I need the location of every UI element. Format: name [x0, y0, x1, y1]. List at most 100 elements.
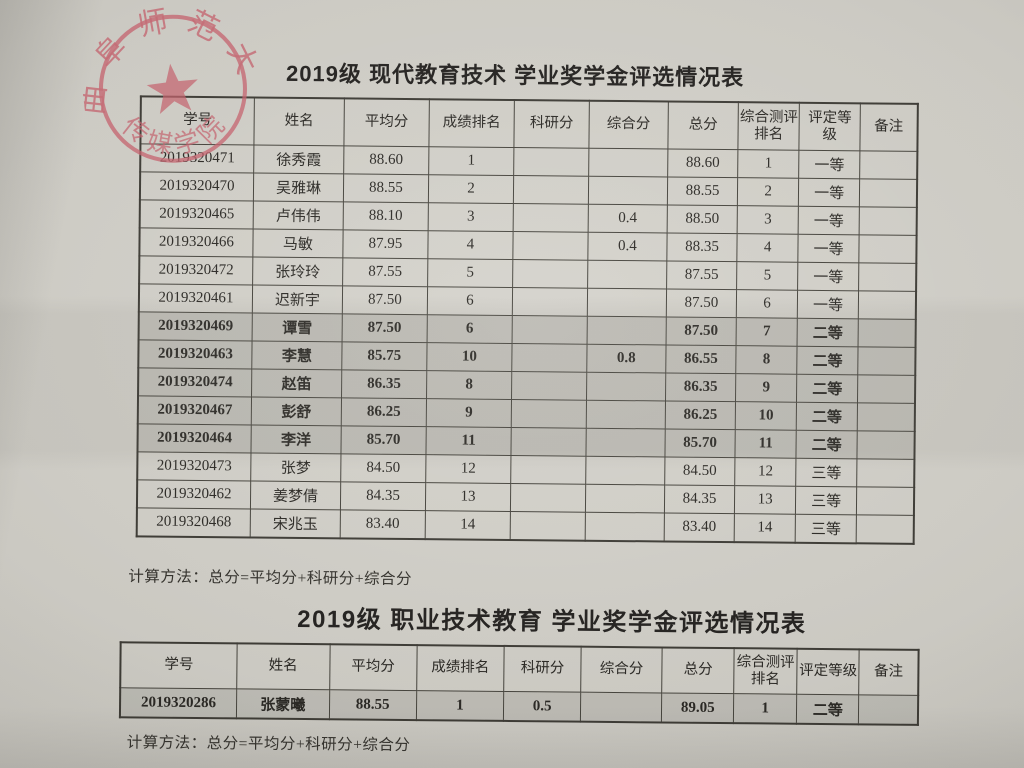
table-cell: 89.05 [661, 692, 734, 724]
table-cell: 14 [424, 510, 511, 540]
table-cell: 87.95 [342, 229, 428, 259]
table-cell: 李洋 [250, 424, 342, 454]
header-cell: 平均分 [343, 98, 430, 147]
calculation-note-2: 计算方法：总分=平均分+科研分+综合分 [126, 734, 411, 755]
table-cell [587, 288, 667, 317]
table-cell: 1 [428, 146, 515, 176]
table-cell: 张梦 [250, 452, 342, 482]
table-cell [513, 147, 589, 177]
university-seal-stamp: 曲阜师范大学 传媒学院 [73, 0, 272, 167]
table-cell: 86.35 [665, 372, 736, 402]
table-cell: 一等 [798, 178, 860, 207]
table-cell: 0.4 [587, 204, 668, 233]
table-header-row: 学号 姓名 平均分 成绩排名 科研分 综合分 总分 综合测评 排名 评定等级 备注 [120, 642, 919, 696]
table-cell: 88.55 [343, 173, 429, 203]
table-cell: 84.50 [340, 453, 426, 483]
seal-circle [98, 14, 247, 163]
table-cell: 85.75 [341, 341, 427, 371]
table-cell [857, 402, 915, 432]
table-cell: 9 [425, 398, 512, 428]
table-cell: 86.25 [665, 400, 736, 430]
table-cell: 1 [415, 690, 504, 721]
table-cell [859, 150, 918, 180]
table-cell: 迟新宇 [252, 285, 343, 314]
scholarship-table-vocational-education: 学号 姓名 平均分 成绩排名 科研分 综合分 总分 综合测评 排名 评定等级 备注 2019320… [118, 641, 920, 726]
table-cell [510, 483, 586, 513]
table-cell: 14 [734, 513, 796, 543]
table-cell [511, 371, 587, 401]
table-cell: 88.50 [667, 204, 738, 234]
table-cell: 0.8 [586, 344, 667, 373]
table-cell: 10 [426, 342, 513, 372]
table-cell: 83.40 [664, 512, 735, 543]
table-cell [858, 262, 917, 292]
table-cell: 86.55 [665, 344, 737, 374]
table-cell [584, 512, 665, 542]
table-cell: 11 [425, 426, 512, 456]
table-cell [586, 400, 666, 429]
table-cell: 一等 [797, 262, 859, 291]
table-cell: 宋兆玉 [250, 508, 341, 539]
table-cell: 84.50 [664, 456, 735, 486]
header-cell: 备注 [859, 649, 919, 696]
header-cell: 综合分 [588, 100, 669, 149]
table-cell [580, 692, 662, 723]
table-cell: 2019320461 [138, 283, 253, 314]
table-cell [856, 486, 915, 516]
seal-college-name: 传媒学院 [115, 101, 238, 167]
table-cell: 2019320472 [139, 255, 253, 286]
table-cell: 8 [735, 345, 798, 375]
table-cell: 三等 [795, 514, 857, 544]
table-cell [858, 234, 917, 264]
table-cell [510, 455, 586, 485]
table-cell [585, 428, 666, 457]
table-cell [511, 427, 587, 457]
table-cell: 赵笛 [251, 369, 342, 398]
header-cell: 综合测评 排名 [737, 102, 800, 151]
table-cell: 88.55 [667, 176, 738, 206]
table-cell [586, 372, 666, 401]
table-cell: 85.70 [665, 428, 736, 458]
table-cell: 三等 [796, 458, 857, 487]
table-cell [512, 259, 588, 289]
table-cell: 三等 [795, 486, 857, 515]
header-cell: 学号 [120, 642, 238, 689]
table-cell: 0.4 [587, 232, 668, 261]
header-cell: 备注 [859, 103, 918, 152]
table-cell: 86.25 [341, 397, 427, 427]
table-cell: 姜梦倩 [250, 480, 341, 510]
header-cell: 成绩排名 [428, 99, 515, 148]
table-cell [858, 290, 917, 320]
table-cell: 87.50 [666, 288, 737, 318]
table-cell [586, 316, 667, 345]
table-cell: 86.35 [341, 369, 427, 399]
table-cell: 2019320286 [119, 687, 237, 719]
table-cell: 一等 [797, 290, 859, 319]
table-cell [511, 343, 587, 373]
table-cell: 85.70 [341, 425, 426, 455]
table-cell: 张玲玲 [252, 257, 343, 286]
table-cell: 谭雪 [251, 313, 343, 342]
table-cell: 83.40 [340, 509, 426, 540]
table-cell: 12 [425, 454, 512, 484]
table-cell: 6 [427, 286, 513, 316]
table-cell: 2019320466 [139, 227, 254, 258]
table-cell: 88.60 [667, 148, 738, 178]
table-cell: 87.55 [666, 260, 737, 290]
table-cell [856, 430, 915, 460]
table-cell: 一等 [798, 206, 860, 235]
table-cell: 5 [736, 261, 799, 291]
table-cell: 84.35 [664, 484, 735, 514]
table-cell: 87.50 [342, 285, 428, 315]
table-cell: 二等 [796, 694, 860, 725]
table-cell: 2 [737, 177, 799, 207]
table-cell: 1 [733, 693, 797, 724]
table-cell: 卢伟伟 [253, 201, 344, 230]
table-cell: 13 [734, 485, 797, 515]
table-cell: 二等 [797, 346, 858, 375]
table-cell: 87.55 [342, 257, 428, 287]
table-cell [512, 315, 588, 345]
table-cell [513, 231, 588, 261]
table-cell: 李慧 [251, 341, 343, 370]
table-cell: 二等 [796, 430, 858, 459]
